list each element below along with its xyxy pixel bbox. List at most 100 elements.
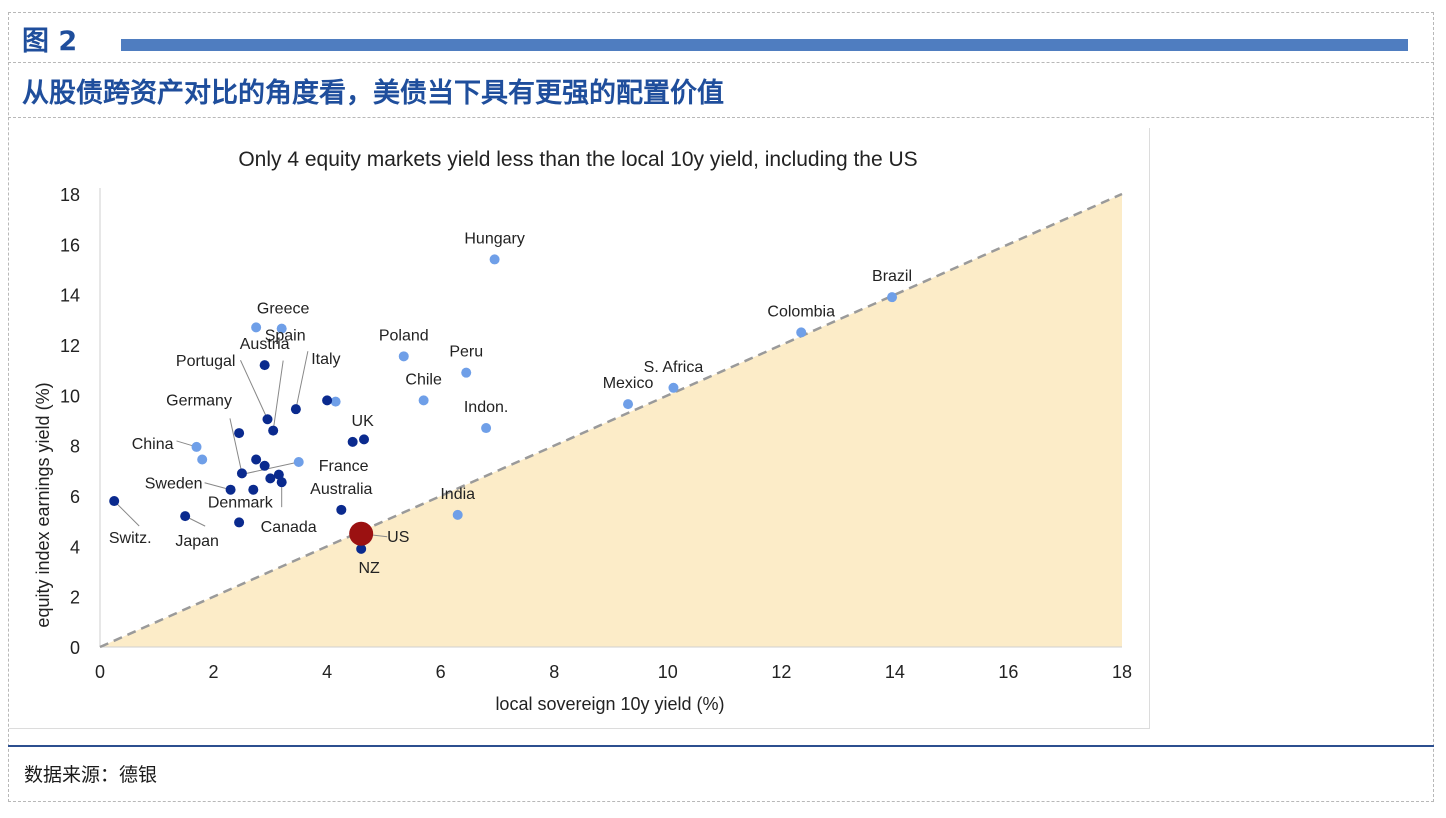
poland-point bbox=[398, 351, 409, 362]
unlabeled-point bbox=[330, 396, 341, 407]
scatter-chart: Only 4 equity markets yield less than th… bbox=[33, 148, 1132, 714]
point-label: Portugal bbox=[176, 353, 236, 370]
china-point bbox=[191, 441, 202, 452]
point-label: NZ bbox=[359, 560, 381, 577]
y-axis-label: equity index earnings yield (%) bbox=[33, 382, 53, 627]
hungary-point bbox=[489, 254, 500, 265]
point-label: Australia bbox=[310, 481, 372, 498]
x-tick-label: 2 bbox=[209, 662, 219, 682]
leader-line bbox=[240, 360, 268, 420]
greece-point bbox=[251, 322, 262, 333]
point-label: Indon. bbox=[464, 399, 508, 416]
x-tick-label: 18 bbox=[1112, 662, 1132, 682]
y-tick-label: 18 bbox=[60, 185, 80, 205]
point-label: Spain bbox=[265, 328, 306, 345]
unlabeled-point bbox=[251, 454, 262, 465]
unlabeled-point bbox=[273, 469, 284, 480]
point-label: Peru bbox=[449, 344, 483, 361]
sweden-point bbox=[225, 484, 236, 495]
denmark-point bbox=[248, 484, 259, 495]
point-label: Greece bbox=[257, 300, 310, 317]
unlabeled-point bbox=[265, 473, 276, 484]
figure-header-bar bbox=[121, 39, 1408, 51]
s-africa-point bbox=[668, 382, 679, 393]
japan-point bbox=[180, 511, 191, 522]
peru-point bbox=[461, 367, 472, 378]
leader-line bbox=[243, 461, 299, 475]
unlabeled-point bbox=[359, 434, 370, 445]
point-label: Sweden bbox=[145, 476, 203, 493]
indon-point bbox=[481, 423, 492, 434]
figure-title: 从股债跨资产对比的角度看，美债当下具有更强的配置价值 bbox=[22, 78, 724, 109]
point-label: Colombia bbox=[767, 303, 835, 320]
y-tick-label: 12 bbox=[60, 336, 80, 356]
point-label: S. Africa bbox=[644, 359, 704, 376]
x-tick-label: 6 bbox=[436, 662, 446, 682]
figure-frame bbox=[8, 12, 1434, 802]
colombia-point bbox=[796, 327, 807, 338]
point-label: Chile bbox=[405, 371, 442, 388]
x-tick-label: 16 bbox=[998, 662, 1018, 682]
x-axis-label: local sovereign 10y yield (%) bbox=[495, 694, 724, 714]
header-divider bbox=[8, 62, 1434, 63]
mexico-point bbox=[623, 399, 634, 410]
point-label: UK bbox=[352, 413, 375, 430]
point-label: Mexico bbox=[603, 375, 654, 392]
leader-line bbox=[272, 360, 284, 431]
switz-point bbox=[109, 496, 120, 507]
spain-point bbox=[268, 425, 279, 436]
y-tick-label: 6 bbox=[70, 487, 80, 507]
brazil-point bbox=[887, 292, 898, 303]
point-label: US bbox=[387, 529, 409, 546]
unlabeled-point bbox=[259, 460, 270, 471]
austria-point bbox=[259, 360, 270, 371]
y-tick-label: 14 bbox=[60, 286, 80, 306]
unlabeled-point bbox=[197, 454, 208, 465]
unlabeled-point bbox=[234, 517, 245, 528]
point-label: China bbox=[132, 436, 174, 453]
point-label: Switz. bbox=[109, 530, 152, 547]
unlabeled-point bbox=[322, 395, 333, 406]
unlabeled-point bbox=[276, 323, 287, 334]
footer-divider bbox=[8, 745, 1434, 747]
point-label: Poland bbox=[379, 327, 429, 344]
italy-point bbox=[290, 404, 301, 415]
point-label: Denmark bbox=[208, 495, 274, 512]
point-label: Italy bbox=[311, 351, 340, 368]
leader-line bbox=[229, 418, 243, 474]
x-tick-label: 14 bbox=[885, 662, 905, 682]
leader-line bbox=[295, 351, 309, 410]
figure-label: 图 2 bbox=[22, 26, 78, 57]
title-divider bbox=[8, 117, 1434, 118]
point-label: Germany bbox=[166, 392, 232, 409]
y-tick-label: 10 bbox=[60, 386, 80, 406]
y-tick-label: 16 bbox=[60, 235, 80, 255]
point-label: Japan bbox=[175, 533, 219, 550]
germany-point bbox=[236, 468, 247, 479]
leader-line bbox=[113, 500, 140, 527]
x-tick-label: 8 bbox=[549, 662, 559, 682]
source-note: 数据来源：德银 bbox=[24, 764, 158, 786]
uk-point bbox=[347, 436, 358, 447]
france-point bbox=[293, 457, 304, 468]
y-tick-label: 0 bbox=[70, 638, 80, 658]
x-tick-label: 10 bbox=[658, 662, 678, 682]
y-tick-label: 4 bbox=[70, 537, 80, 557]
portugal-point bbox=[262, 414, 273, 425]
point-label: Brazil bbox=[872, 268, 912, 285]
unlabeled-point bbox=[234, 428, 245, 439]
y-tick-label: 2 bbox=[70, 588, 80, 608]
point-label: France bbox=[319, 458, 369, 475]
us-point bbox=[349, 521, 374, 546]
chile-point bbox=[418, 395, 429, 406]
point-label: Canada bbox=[261, 519, 317, 536]
x-tick-label: 12 bbox=[771, 662, 791, 682]
chart-container: Only 4 equity markets yield less than th… bbox=[9, 128, 1150, 729]
australia-point bbox=[336, 504, 347, 515]
chart-title: Only 4 equity markets yield less than th… bbox=[238, 148, 917, 171]
x-tick-label: 0 bbox=[95, 662, 105, 682]
point-label: India bbox=[440, 486, 475, 503]
nz-point bbox=[356, 543, 367, 554]
point-label: Hungary bbox=[464, 230, 524, 247]
diagonal-line bbox=[99, 192, 1123, 649]
